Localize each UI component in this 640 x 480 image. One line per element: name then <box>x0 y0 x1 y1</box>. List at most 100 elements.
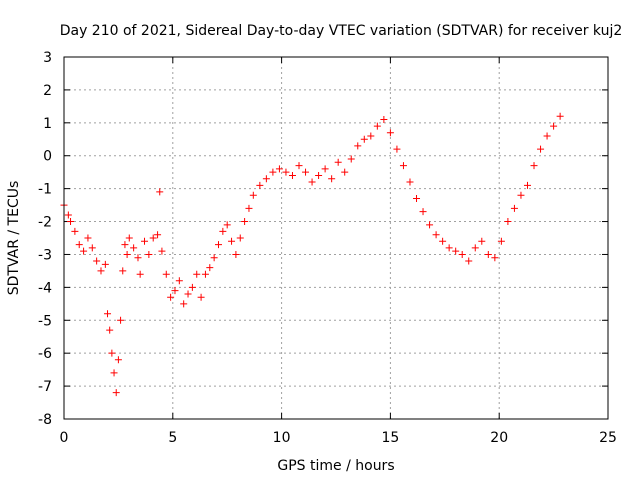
x-tick-label: 20 <box>490 430 508 446</box>
data-point <box>550 122 558 130</box>
data-point <box>308 178 316 186</box>
data-point <box>373 122 381 130</box>
y-tick-label: 0 <box>43 149 52 165</box>
data-point <box>134 254 142 262</box>
data-point <box>162 270 170 278</box>
data-point <box>232 250 240 258</box>
data-point <box>201 270 209 278</box>
data-point <box>354 142 362 150</box>
data-point <box>458 250 466 258</box>
data-point <box>106 326 114 334</box>
data-point <box>517 191 525 199</box>
data-point <box>347 155 355 163</box>
data-point <box>380 116 388 124</box>
data-point <box>80 247 88 255</box>
data-point <box>406 178 414 186</box>
data-point <box>426 221 434 229</box>
data-point <box>145 250 153 258</box>
data-point <box>101 260 109 268</box>
data-point <box>119 267 127 275</box>
data-point <box>88 244 96 252</box>
data-point <box>445 244 453 252</box>
data-point <box>110 369 118 377</box>
data-point <box>282 168 290 176</box>
data-point <box>93 257 101 265</box>
data-point <box>302 168 310 176</box>
data-point <box>223 221 231 229</box>
data-point <box>452 247 460 255</box>
y-tick-label: -3 <box>38 247 52 263</box>
data-point <box>269 168 277 176</box>
data-point <box>156 188 164 196</box>
x-tick-label: 0 <box>60 430 69 446</box>
x-tick-label: 10 <box>273 430 291 446</box>
axis-ticks: 0 5 10 15 20 25 -8 -7 -6 -5 -4 -3 -2 -1 0 1 2 3 <box>38 50 617 446</box>
data-point <box>399 162 407 170</box>
data-point <box>537 145 545 153</box>
data-point <box>556 112 564 120</box>
data-point <box>136 270 144 278</box>
data-point <box>206 264 214 272</box>
data-point <box>214 241 222 249</box>
data-point <box>130 244 138 252</box>
y-tick-label: -5 <box>38 313 52 329</box>
data-point <box>315 171 323 179</box>
data-point <box>439 237 447 245</box>
data-point <box>219 227 227 235</box>
data-point <box>236 234 244 242</box>
data-point <box>328 175 336 183</box>
x-tick-label: 15 <box>381 430 399 446</box>
data-point <box>117 316 125 324</box>
data-point <box>84 234 92 242</box>
data-points <box>60 112 564 397</box>
data-point <box>104 310 112 318</box>
data-point <box>171 287 179 295</box>
data-point <box>188 283 196 291</box>
y-tick-label: -2 <box>38 215 52 231</box>
data-point <box>149 234 157 242</box>
data-point <box>471 244 479 252</box>
data-point <box>197 293 205 301</box>
data-point <box>288 171 296 179</box>
data-point <box>360 135 368 143</box>
data-point <box>245 204 253 212</box>
data-point <box>154 231 162 239</box>
data-point <box>367 132 375 140</box>
y-axis-label: SDTVAR / TECUs <box>6 181 22 296</box>
data-point <box>478 237 486 245</box>
grid-lines <box>64 57 608 419</box>
data-point <box>386 129 394 137</box>
y-tick-label: -1 <box>38 182 52 198</box>
data-point <box>510 204 518 212</box>
data-point <box>184 290 192 298</box>
x-tick-label: 5 <box>168 430 177 446</box>
data-point <box>321 165 329 173</box>
data-point <box>249 191 257 199</box>
data-point <box>393 145 401 153</box>
data-point <box>71 227 79 235</box>
data-point <box>228 237 236 245</box>
data-point <box>497 237 505 245</box>
data-point <box>413 195 421 203</box>
data-point <box>484 250 492 258</box>
data-point <box>295 162 303 170</box>
data-point <box>256 181 264 189</box>
data-point <box>64 211 72 219</box>
data-point <box>334 158 342 166</box>
y-tick-label: 3 <box>43 50 52 66</box>
data-point <box>75 241 83 249</box>
plot-frame <box>63 56 609 420</box>
data-point <box>275 165 283 173</box>
y-tick-label: -4 <box>38 280 52 296</box>
x-axis-label: GPS time / hours <box>277 458 394 474</box>
data-point <box>112 389 120 397</box>
data-point <box>504 218 512 226</box>
data-point <box>241 218 249 226</box>
data-point <box>341 168 349 176</box>
data-point <box>419 208 427 216</box>
data-point <box>465 257 473 265</box>
y-tick-label: -6 <box>38 346 52 362</box>
data-point <box>67 218 75 226</box>
data-point <box>114 356 122 364</box>
